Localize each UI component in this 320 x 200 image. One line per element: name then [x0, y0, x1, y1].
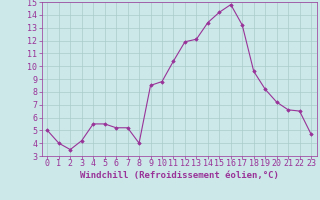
X-axis label: Windchill (Refroidissement éolien,°C): Windchill (Refroidissement éolien,°C)	[80, 171, 279, 180]
